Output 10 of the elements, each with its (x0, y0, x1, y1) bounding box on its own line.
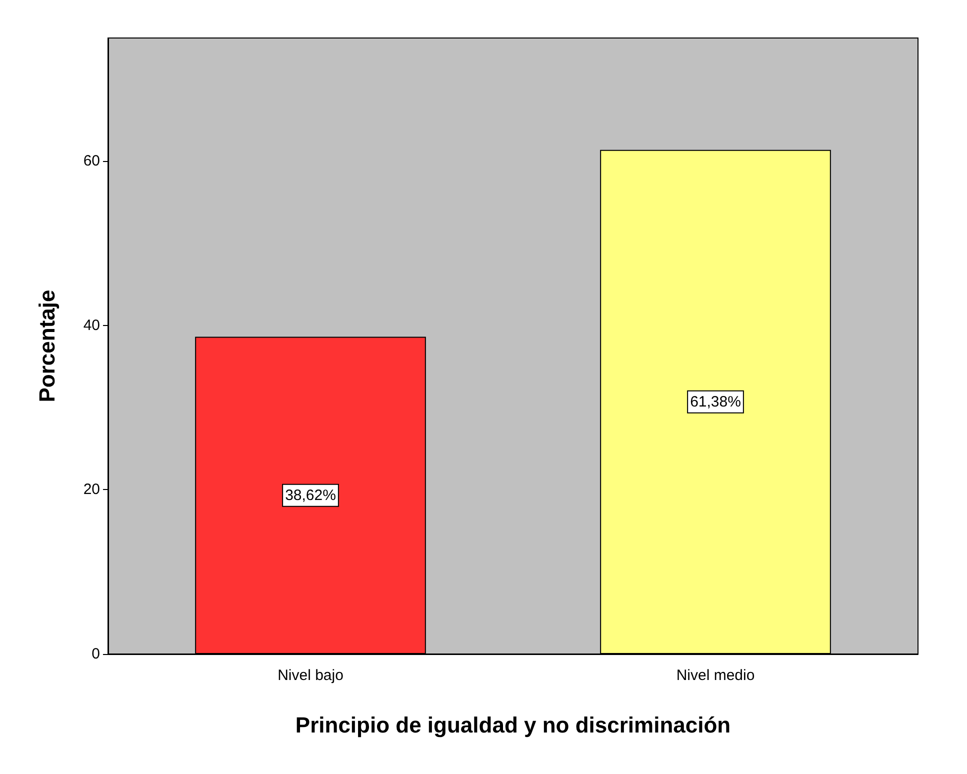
x-tick-label: Nivel medio (676, 667, 755, 684)
y-tick-label: 60 (83, 152, 100, 170)
y-tick-label: 0 (92, 646, 100, 662)
data-label: 38,62% (285, 486, 336, 504)
data-label: 61,38% (690, 393, 741, 410)
y-axis-title: Porcentaje (34, 290, 60, 402)
y-tick-label: 40 (83, 316, 100, 334)
x-axis-title: Principio de igualdad y no discriminación (295, 712, 731, 738)
y-tick-label: 20 (83, 481, 100, 498)
x-tick-label: Nivel bajo (278, 667, 344, 684)
